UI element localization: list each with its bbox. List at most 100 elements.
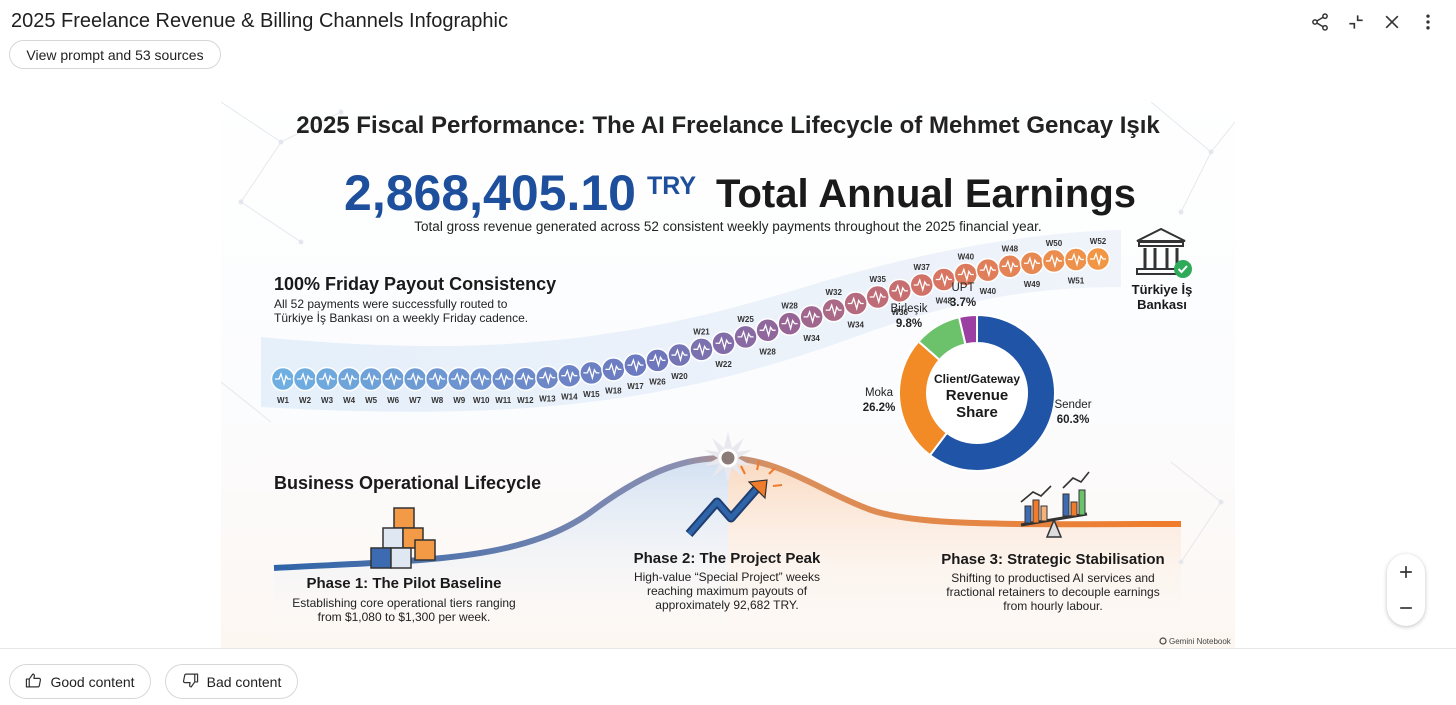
week-label: W22 bbox=[715, 360, 732, 369]
donut-center-line-1: Client/Gateway bbox=[934, 372, 1020, 386]
week-label: W40 bbox=[980, 287, 997, 296]
revenue-share-donut: Sender 60.3% Moka 26.2% Birleşik 9.8% UPT 3.7% bbox=[863, 282, 1092, 472]
week-label: W8 bbox=[431, 396, 444, 405]
bad-content-button[interactable]: Bad content bbox=[165, 664, 298, 699]
week-node: W10 bbox=[468, 366, 494, 405]
week-label: W13 bbox=[539, 395, 556, 404]
bank-icon bbox=[1136, 227, 1192, 278]
consistency-line-2: Türkiye İş Bankası on a weekly Friday ca… bbox=[274, 311, 528, 325]
week-label: W2 bbox=[299, 396, 312, 405]
phase-1-line-2: from $1,080 to $1,300 per week. bbox=[318, 610, 491, 624]
peak-burst-icon bbox=[704, 432, 752, 484]
week-label: W18 bbox=[605, 386, 622, 395]
infographic: 2025 Fiscal Performance: The AI Freelanc… bbox=[221, 82, 1235, 648]
cubes-icon bbox=[370, 507, 436, 569]
phase-1-line-1: Establishing core operational tiers rang… bbox=[292, 596, 515, 610]
donut-label-name: UPT bbox=[952, 282, 975, 294]
bank-name-line-1: Türkiye İş bbox=[1132, 282, 1193, 297]
week-label: W40 bbox=[958, 253, 975, 262]
zoom-in-icon[interactable] bbox=[1391, 557, 1421, 587]
phase-2-line-3: approximately 92,682 TRY. bbox=[655, 598, 798, 612]
view-prompt-label: View prompt and 53 sources bbox=[26, 46, 204, 63]
phase-2-title: Phase 2: The Project Peak bbox=[634, 550, 821, 567]
infographic-title: 2025 Fiscal Performance: The AI Freelanc… bbox=[296, 112, 1160, 139]
week-label: W37 bbox=[914, 263, 931, 272]
week-label: W34 bbox=[803, 334, 820, 343]
week-label: W28 bbox=[781, 302, 798, 311]
week-node: W18 bbox=[601, 357, 626, 395]
week-node: W7 bbox=[402, 366, 428, 405]
week-label: W25 bbox=[737, 315, 754, 324]
week-node: W28 bbox=[777, 302, 802, 336]
week-label: W21 bbox=[693, 327, 710, 336]
week-node: W34 bbox=[799, 304, 824, 343]
zoom-out-icon[interactable] bbox=[1391, 593, 1421, 623]
week-node: W51 bbox=[1063, 247, 1089, 285]
total-label: Total Annual Earnings bbox=[716, 172, 1136, 216]
week-label: W50 bbox=[1046, 239, 1063, 248]
rising-arrow-icon bbox=[685, 460, 783, 537]
week-node: W17 bbox=[623, 352, 648, 391]
week-node: W12 bbox=[513, 366, 538, 405]
week-label: W17 bbox=[627, 382, 644, 391]
close-icon[interactable] bbox=[1378, 8, 1406, 36]
week-node: W14 bbox=[557, 363, 582, 402]
donut-label-value: 26.2% bbox=[863, 402, 896, 414]
week-label: W15 bbox=[583, 390, 600, 399]
more-vert-icon[interactable] bbox=[1414, 8, 1442, 36]
top-bar: 2025 Freelance Revenue & Billing Channel… bbox=[0, 0, 1456, 44]
donut-slice-upt bbox=[957, 313, 978, 346]
phase-3-line-1: Shifting to productised AI services and bbox=[951, 571, 1154, 585]
week-node: W49 bbox=[1019, 250, 1045, 289]
donut-slice-sender bbox=[928, 313, 1056, 472]
week-label: W34 bbox=[847, 320, 864, 329]
week-label: W20 bbox=[671, 372, 688, 381]
phase-3-area bbox=[728, 458, 1181, 648]
gemini-watermark: Gemini Notebook bbox=[1159, 637, 1232, 646]
total-value: 2,868,405.10 bbox=[344, 165, 636, 221]
total-subtitle: Total gross revenue generated across 52 … bbox=[414, 219, 1041, 234]
week-node: W32 bbox=[821, 288, 846, 323]
consistency-heading: 100% Friday Payout Consistency bbox=[274, 274, 556, 294]
donut-label-name: Birleşik bbox=[890, 303, 927, 315]
share-icon[interactable] bbox=[1306, 8, 1334, 36]
donut-label-value: 60.3% bbox=[1057, 414, 1090, 426]
week-label: W48 bbox=[936, 297, 953, 306]
thumbs-up-icon bbox=[25, 672, 42, 692]
view-prompt-button[interactable]: View prompt and 53 sources bbox=[9, 40, 221, 69]
bad-content-label: Bad content bbox=[206, 673, 282, 690]
week-label: W11 bbox=[495, 396, 512, 405]
week-label: W1 bbox=[277, 396, 290, 405]
week-node: W40 bbox=[953, 253, 979, 287]
week-node: W21 bbox=[689, 327, 714, 362]
weekly-payment-nodes: W1 W2 W3 W4 W5 W6 W7 W8 W9 W10 W11 W12 W13 W14 W15 W18 W… bbox=[270, 237, 1111, 405]
week-label: W10 bbox=[473, 396, 490, 405]
donut-label-value: 3.7% bbox=[950, 297, 976, 309]
week-node: W15 bbox=[579, 360, 604, 399]
bank-name-line-2: Bankası bbox=[1137, 297, 1187, 312]
donut-label-name: Sender bbox=[1054, 399, 1091, 411]
app-title: 2025 Freelance Revenue & Billing Channel… bbox=[11, 10, 508, 32]
collapse-icon[interactable] bbox=[1342, 8, 1370, 36]
infographic-canvas: 2025 Fiscal Performance: The AI Freelanc… bbox=[221, 101, 1235, 648]
week-label: W52 bbox=[1090, 237, 1107, 246]
week-node: W34 bbox=[843, 291, 868, 329]
week-node: W20 bbox=[667, 342, 692, 381]
phase-3-line-3: from hourly labour. bbox=[1003, 599, 1102, 613]
week-label: W28 bbox=[759, 347, 776, 356]
week-node: W50 bbox=[1041, 239, 1067, 274]
week-label: W14 bbox=[561, 393, 578, 402]
phase-2-line-1: High-value “Special Project” weeks bbox=[634, 570, 820, 584]
donut-label-value: 9.8% bbox=[896, 318, 922, 330]
phase-1-area bbox=[274, 457, 728, 648]
good-content-label: Good content bbox=[50, 673, 135, 690]
good-content-button[interactable]: Good content bbox=[9, 664, 151, 699]
balance-chart-icon bbox=[1020, 471, 1090, 538]
week-label: W12 bbox=[517, 396, 534, 405]
week-node: W48 bbox=[931, 267, 957, 306]
week-label: W48 bbox=[1002, 244, 1019, 253]
network-background bbox=[221, 101, 1235, 565]
week-label: W49 bbox=[1024, 280, 1041, 289]
week-label: W3 bbox=[321, 396, 334, 405]
week-node: W6 bbox=[380, 366, 406, 405]
